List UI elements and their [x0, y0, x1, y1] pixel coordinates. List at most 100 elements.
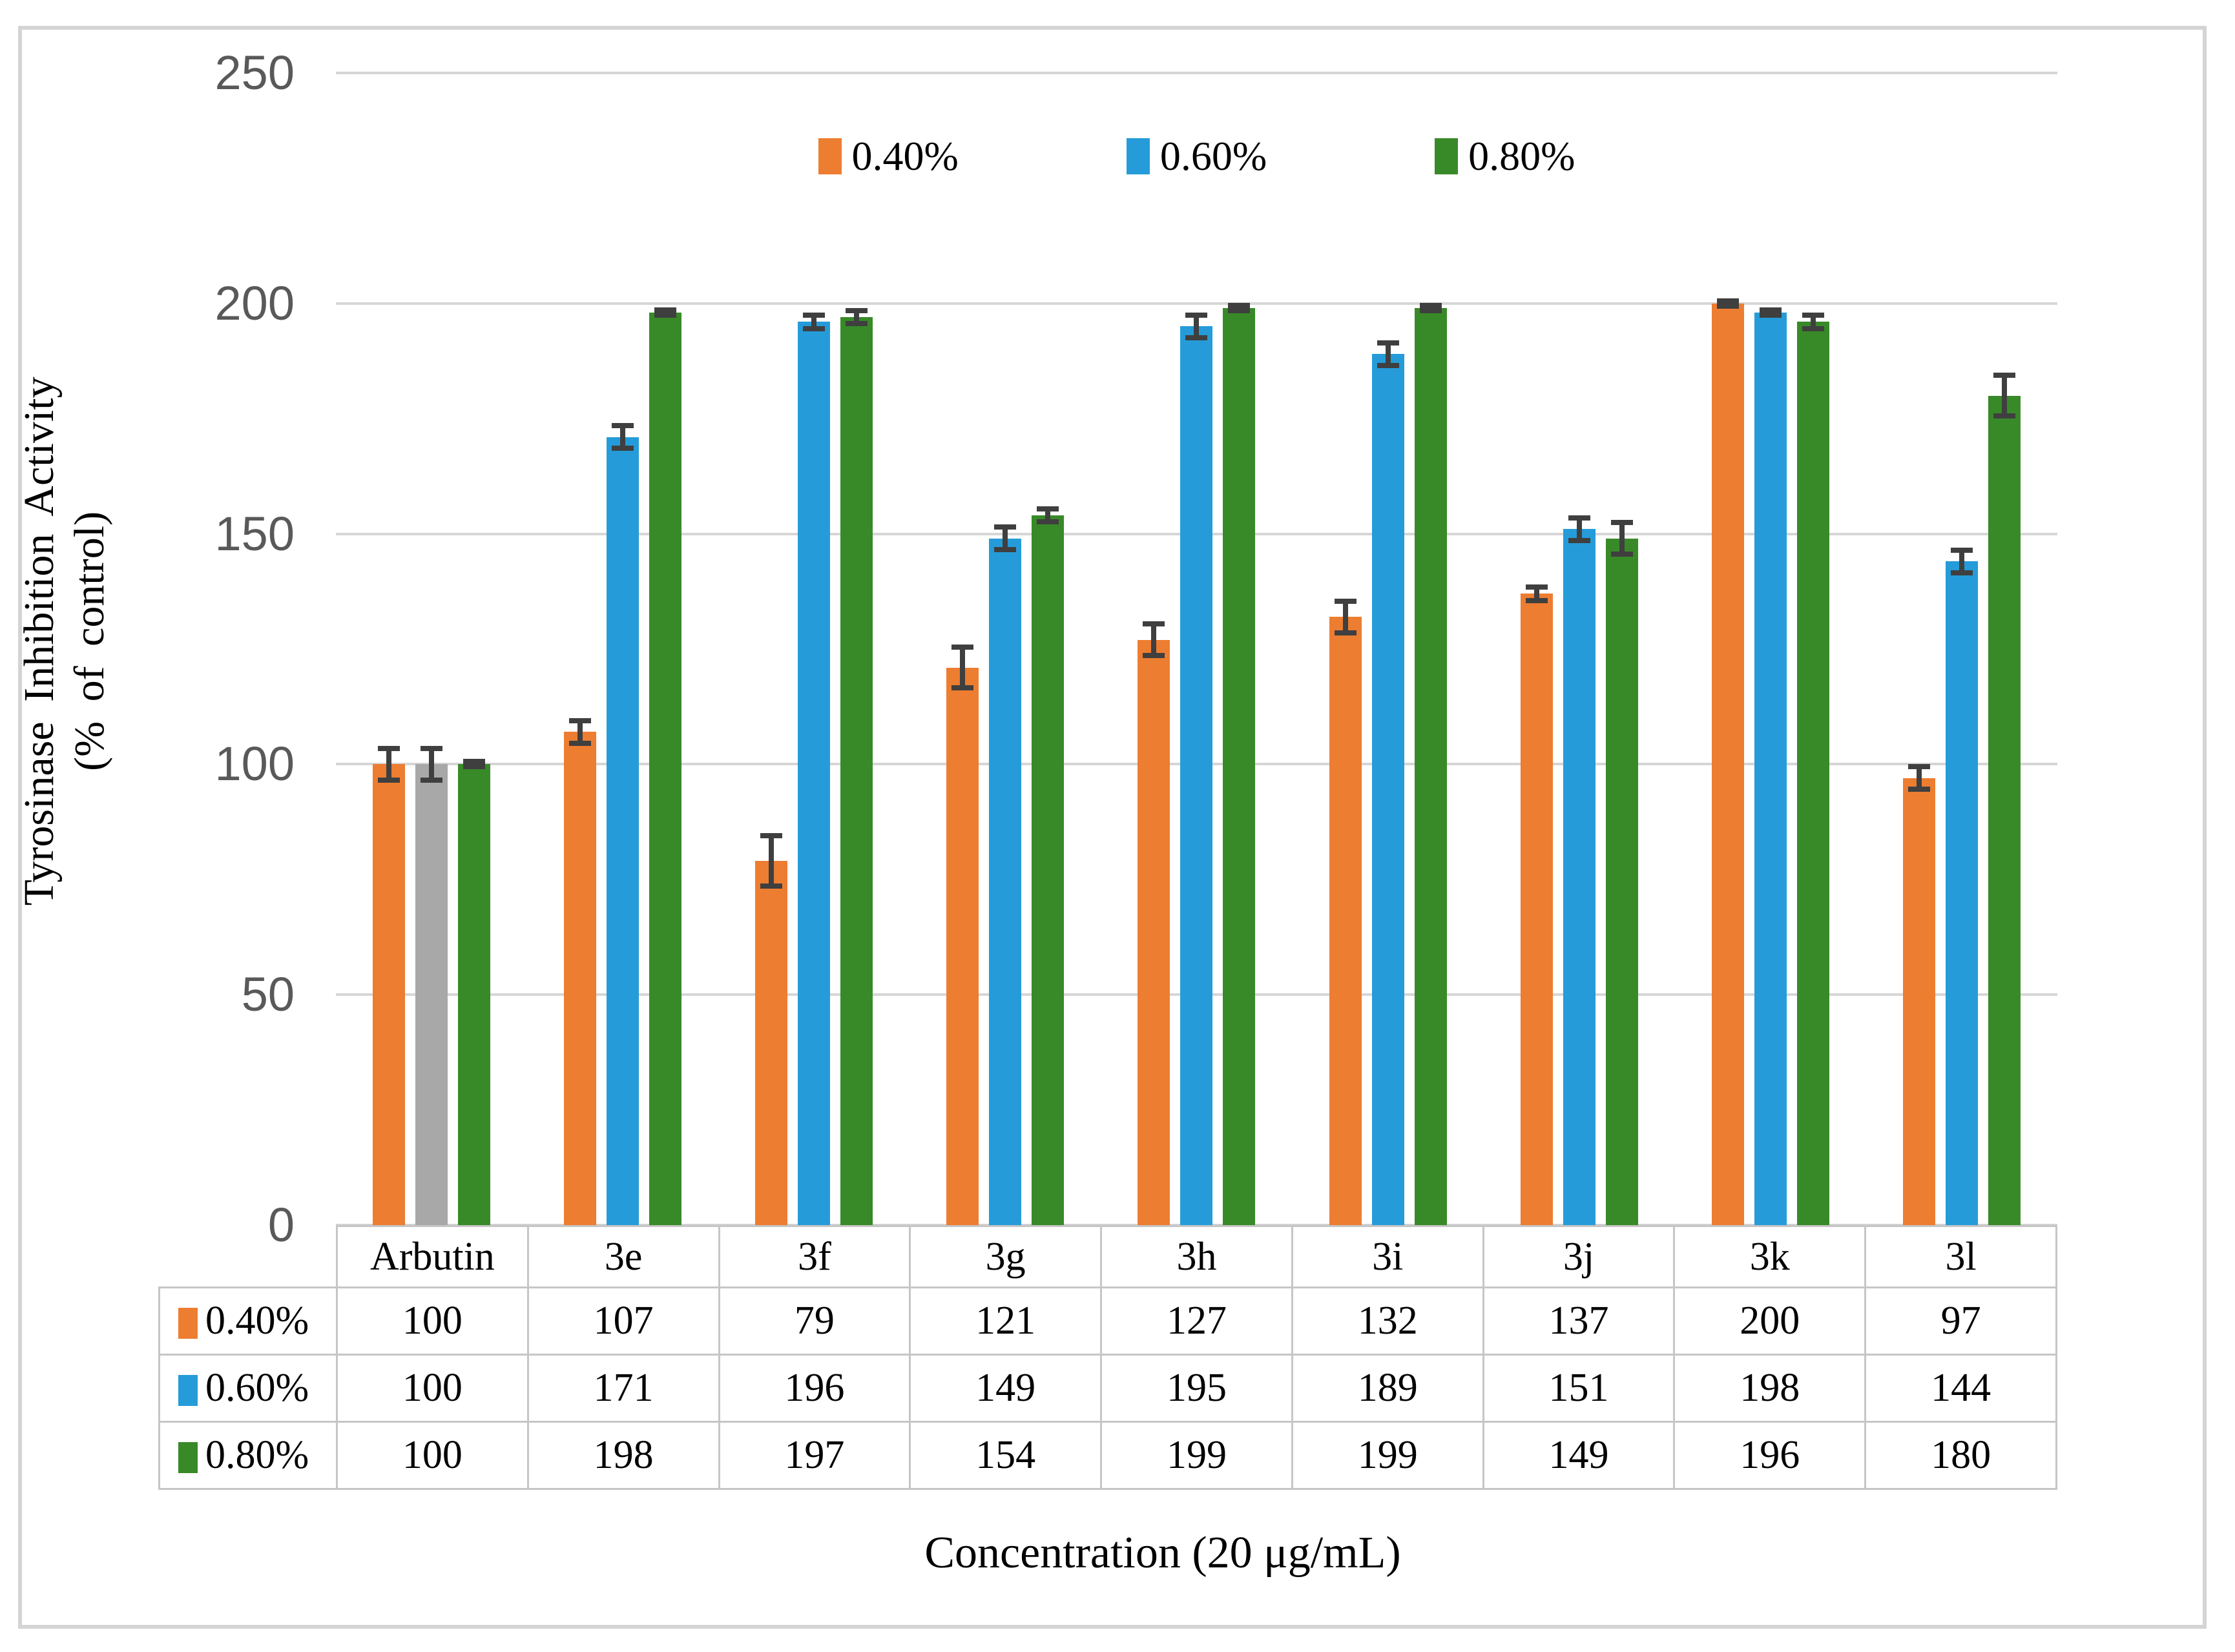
- error-bar-part: [1143, 653, 1165, 659]
- bar-0.60%-3h: [1180, 313, 1213, 1225]
- table-stub-cell: [160, 1226, 337, 1288]
- error-bar: [1419, 302, 1442, 313]
- table-header-row: Arbutin 3e 3f 3g 3h 3i 3j 3k 3l: [160, 1225, 2057, 1288]
- bar-group-3g: [910, 73, 1101, 1225]
- table-value-0.80%-3e: 198: [526, 1421, 720, 1490]
- series-name: 0.40%: [205, 1299, 309, 1343]
- legend-label-060: 0.60%: [1159, 133, 1267, 179]
- legend-item-080: 0.80%: [1435, 132, 1575, 180]
- bar-0.80%-3e: [649, 307, 682, 1225]
- error-bar-part: [811, 313, 817, 331]
- error-bar-part: [1916, 764, 1922, 792]
- table-header-3i: 3i: [1291, 1225, 1484, 1288]
- error-bar: [803, 313, 826, 331]
- bar-0.80%-3l: [1988, 372, 2021, 1225]
- bar-0.40%-3j: [1520, 584, 1553, 1225]
- error-bar-part: [1377, 362, 1399, 368]
- bar-groups: [336, 73, 2057, 1225]
- table-row-label-0.40%: 0.40%: [158, 1286, 338, 1356]
- error-bar-part: [577, 718, 583, 746]
- bar-0.40%-3l: [1902, 764, 1935, 1225]
- bar-0.80%-3f: [840, 307, 873, 1225]
- y-tick-label-100: 100: [214, 737, 295, 791]
- error-bar: [612, 423, 634, 451]
- bar-0.40%-3i: [1329, 598, 1362, 1225]
- series-key-swatch: [178, 1375, 198, 1406]
- error-bar-part: [620, 423, 626, 451]
- table-value-0.80%-3g: 154: [909, 1421, 1103, 1490]
- error-bar: [760, 833, 783, 889]
- table-value-0.60%-3h: 195: [1100, 1354, 1293, 1423]
- table-value-0.40%-3g: 121: [909, 1286, 1103, 1356]
- table-value-0.80%-3k: 196: [1673, 1421, 1867, 1490]
- bar-0.40%-3f: [755, 833, 788, 1225]
- table-header-3h: 3h: [1100, 1225, 1293, 1288]
- legend: 0.40% 0.60% 0.80%: [336, 132, 2057, 180]
- table-value-0.40%-3e: 107: [526, 1286, 720, 1356]
- table-value-0.40%-3h: 127: [1100, 1286, 1293, 1356]
- table-value-0.40%-3f: 79: [718, 1286, 911, 1356]
- error-bar-part: [569, 740, 592, 746]
- table-row-0.60%: 0.60% 100 171 196 149 195 189 151 198 144: [158, 1354, 2057, 1423]
- bar-0.60%-3l: [1945, 548, 1978, 1225]
- table-header-Arbutin: Arbutin: [336, 1225, 529, 1288]
- error-bar-part: [463, 764, 486, 770]
- error-bar: [1802, 313, 1824, 331]
- bar-0.60%-3k: [1754, 307, 1787, 1225]
- error-bar: [1228, 302, 1251, 313]
- table-value-0.40%-3l: 97: [1864, 1286, 2057, 1356]
- error-bar-part: [1419, 307, 1442, 313]
- bar-0.60%-3e: [607, 423, 639, 1225]
- y-axis-title-line2: (% of control): [66, 511, 113, 771]
- table-value-0.80%-3l: 180: [1864, 1421, 2057, 1490]
- y-axis-title-line1: Tyrosinase Inhibition Activity: [16, 377, 63, 906]
- bar-0.40%-3e: [564, 718, 597, 1225]
- table-value-0.80%-3i: 199: [1291, 1421, 1484, 1490]
- table-header-3e: 3e: [526, 1225, 720, 1288]
- error-bar-part: [994, 547, 1017, 553]
- y-tick-label-50: 50: [241, 967, 295, 1022]
- error-bar: [1950, 548, 1973, 575]
- bar-0.80%-Arbutin: [458, 759, 491, 1225]
- error-bar-part: [1037, 519, 1059, 525]
- bar-0.60%-Arbutin: [415, 745, 448, 1225]
- table-value-0.40%-3k: 200: [1673, 1286, 1867, 1356]
- error-bar-part: [1759, 313, 1782, 318]
- legend-item-040: 0.40%: [818, 132, 959, 180]
- error-bar-part: [1045, 506, 1051, 525]
- error-bar: [1185, 313, 1208, 340]
- legend-swatch-060: [1126, 138, 1150, 174]
- error-bar-part: [1610, 552, 1633, 557]
- bar-0.80%-3j: [1605, 520, 1638, 1225]
- bar-group-3i: [1293, 73, 1484, 1225]
- error-bar-part: [769, 833, 774, 889]
- series-name: 0.60%: [205, 1366, 309, 1410]
- error-bar-part: [1185, 335, 1208, 340]
- bar-0.40%-3h: [1138, 621, 1170, 1225]
- error-bar-part: [760, 883, 783, 889]
- y-tick-label-250: 250: [214, 46, 295, 99]
- error-bar: [1377, 340, 1399, 368]
- bar-0.60%-3i: [1371, 340, 1404, 1225]
- error-bar: [1610, 520, 1633, 557]
- error-bar: [846, 307, 868, 327]
- bar-0.60%-3f: [798, 313, 831, 1225]
- bar-group-3f: [718, 73, 910, 1225]
- bar-group-3h: [1101, 73, 1292, 1225]
- error-bar: [463, 759, 486, 770]
- bar-group-3j: [1484, 73, 1675, 1225]
- error-bar-part: [1151, 621, 1157, 659]
- error-bar: [1334, 598, 1357, 635]
- error-bar-part: [421, 777, 443, 783]
- table-row-0.40%: 0.40% 100 107 79 121 127 132 137 200 97: [158, 1286, 2057, 1356]
- error-bar: [1525, 584, 1548, 603]
- gridline-200: [336, 302, 2057, 305]
- error-bar-part: [960, 644, 966, 691]
- error-bar-part: [1908, 787, 1930, 792]
- error-bar-part: [1716, 303, 1739, 309]
- error-bar-part: [1959, 548, 1964, 575]
- bar-0.40%-3g: [946, 644, 979, 1225]
- error-bar: [569, 718, 592, 746]
- error-bar: [421, 745, 443, 783]
